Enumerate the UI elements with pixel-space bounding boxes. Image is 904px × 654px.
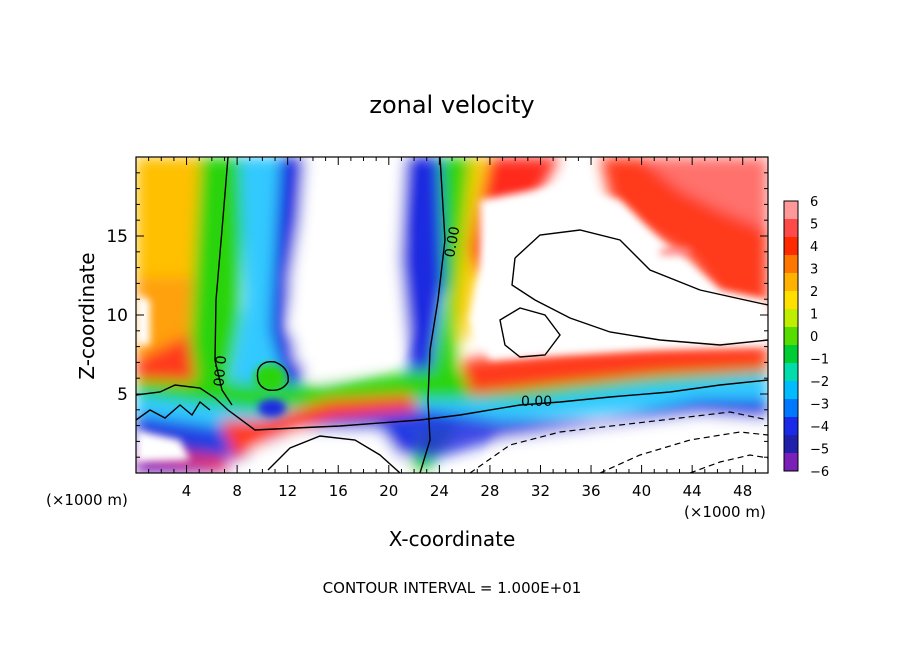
x-tick-label: 16 bbox=[329, 482, 348, 500]
colorbar-swatch bbox=[784, 381, 798, 400]
colorbar-frame bbox=[783, 200, 799, 472]
x-units-left: (×1000 m) bbox=[46, 491, 128, 509]
x-tick-label: 36 bbox=[581, 482, 600, 500]
colorbar-swatch bbox=[784, 273, 798, 292]
colorbar-label: −5 bbox=[810, 443, 829, 458]
contour-label-group: 0.00 0.00 0.00 bbox=[209, 225, 552, 410]
colorbar-swatch bbox=[784, 291, 798, 310]
colorbar-label: 6 bbox=[810, 195, 818, 210]
x-axis-label: X-coordinate bbox=[389, 527, 516, 551]
colorbar-label: 2 bbox=[810, 285, 818, 300]
colorbar-label: −3 bbox=[810, 398, 829, 413]
y-tick-label: 10 bbox=[106, 306, 128, 326]
axis-ticks bbox=[136, 157, 768, 473]
colorbar-label: 1 bbox=[810, 308, 818, 323]
contour-label: 0.00 bbox=[209, 355, 228, 387]
x-units-right: (×1000 m) bbox=[684, 503, 766, 521]
colorbar-swatch bbox=[784, 255, 798, 274]
colorbar: 6 5 4 3 2 1 0 −1 −2 −3 −4 −5 −6 bbox=[783, 195, 829, 480]
x-tick-label: 40 bbox=[632, 482, 651, 500]
x-tick-label: 4 bbox=[182, 482, 192, 500]
colorbar-swatch bbox=[784, 219, 798, 238]
colorbar-label: −6 bbox=[810, 465, 829, 480]
x-tick-labels: 4 8 12 16 20 24 28 32 36 40 44 48 bbox=[182, 482, 752, 500]
colorbar-swatch bbox=[784, 435, 798, 454]
colorbar-swatch bbox=[784, 237, 798, 256]
colorbar-swatch bbox=[784, 201, 798, 220]
colorbar-label: 5 bbox=[810, 218, 818, 233]
colorbar-label: −1 bbox=[810, 353, 829, 368]
contour-interval-note: CONTOUR INTERVAL = 1.000E+01 bbox=[323, 579, 582, 597]
contour-label: 0.00 bbox=[442, 225, 463, 258]
colorbar-label: −2 bbox=[810, 375, 829, 390]
colorbar-swatch bbox=[784, 345, 798, 364]
y-axis-label: Z-coordinate bbox=[75, 252, 99, 379]
velocity-field: 0.00 0.00 0.00 bbox=[136, 157, 768, 473]
x-tick-label: 32 bbox=[531, 482, 550, 500]
colorbar-swatch bbox=[784, 453, 798, 472]
x-tick-label: 44 bbox=[683, 482, 702, 500]
y-tick-label: 5 bbox=[117, 385, 128, 405]
colorbar-swatch bbox=[784, 327, 798, 346]
colorbar-swatch bbox=[784, 417, 798, 436]
colorbar-label: 3 bbox=[810, 263, 818, 278]
x-tick-label: 12 bbox=[278, 482, 297, 500]
x-tick-label: 8 bbox=[232, 482, 242, 500]
x-tick-label: 24 bbox=[430, 482, 449, 500]
colorbar-label: −4 bbox=[810, 420, 829, 435]
chart-title: zonal velocity bbox=[369, 91, 534, 119]
x-tick-label: 20 bbox=[379, 482, 398, 500]
x-tick-label: 28 bbox=[480, 482, 499, 500]
colorbar-label: 4 bbox=[810, 240, 818, 255]
contour-label: 0.00 bbox=[521, 394, 552, 410]
colorbar-swatch bbox=[784, 399, 798, 418]
colorbar-label: 0 bbox=[810, 330, 818, 345]
contour-lines bbox=[136, 157, 768, 473]
colorbar-swatch bbox=[784, 363, 798, 382]
negative-contours bbox=[469, 411, 768, 473]
x-tick-label: 48 bbox=[733, 482, 752, 500]
y-tick-labels: 5 10 15 bbox=[106, 227, 128, 405]
colorbar-swatch bbox=[784, 309, 798, 328]
y-tick-label: 15 bbox=[106, 227, 128, 247]
